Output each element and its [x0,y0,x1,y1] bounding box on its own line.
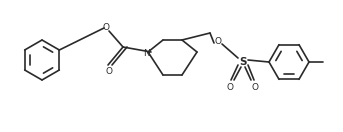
Text: O: O [106,67,113,77]
Text: O: O [251,82,259,91]
Text: O: O [226,82,234,91]
Text: O: O [214,37,222,46]
Text: O: O [103,23,109,32]
Text: S: S [239,57,247,67]
Text: N: N [144,48,150,58]
